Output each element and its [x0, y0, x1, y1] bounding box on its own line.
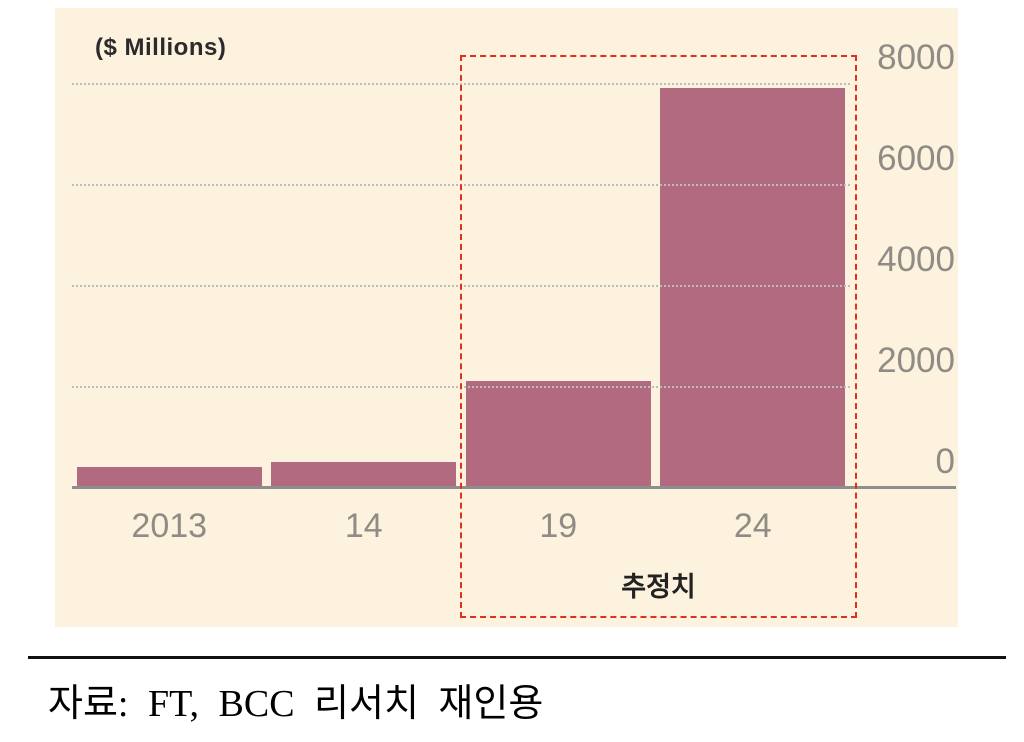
y-axis-label-8000: 8000 [877, 38, 955, 77]
bar-slot-19 [461, 83, 656, 487]
bar-slot-24 [656, 83, 851, 487]
bar-2013 [76, 466, 262, 487]
y-axis-label-4000: 4000 [877, 240, 955, 279]
x-axis-labels: 2013 14 19 24 [72, 507, 850, 546]
x-axis-label-2013: 2013 [131, 507, 208, 545]
chart-units-label: ($ Millions) [95, 34, 227, 61]
y-axis-label-0: 0 [935, 442, 955, 481]
source-text: 자료: FT, BCC 리서치 재인용 [48, 683, 544, 725]
estimate-annotation-box: 추정치 [460, 55, 857, 618]
estimate-label: 추정치 [621, 572, 696, 602]
bar-14 [271, 461, 457, 487]
x-axis-label-24: 24 [733, 507, 772, 545]
bar-chart: ($ Millions) 2013 14 19 24 추정치 0 2000 4000 600… [55, 8, 958, 627]
x-axis-label-14: 14 [344, 507, 383, 545]
bar-slot-14 [267, 83, 462, 487]
x-axis-label-19: 19 [539, 507, 578, 545]
separator-line [28, 656, 1006, 659]
bar-19 [465, 380, 651, 487]
y-axis-label-2000: 2000 [877, 341, 955, 380]
y-axis-label-6000: 6000 [877, 139, 955, 178]
bar-24 [660, 88, 846, 487]
bars-row [72, 83, 850, 487]
bar-slot-2013 [72, 83, 267, 487]
x-axis-line [72, 486, 956, 489]
